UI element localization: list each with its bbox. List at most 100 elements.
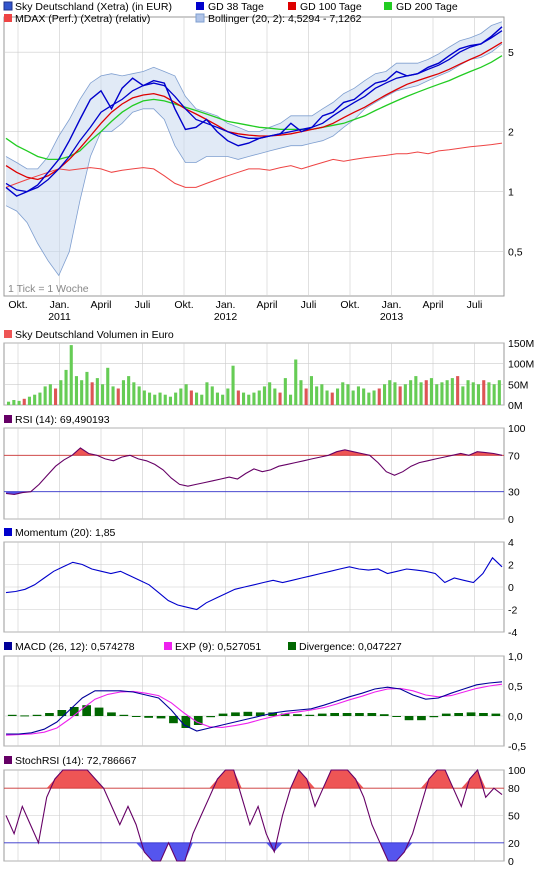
legend-swatch-gd100 [288, 2, 296, 10]
macd-plot [5, 681, 503, 736]
volume-bar [414, 376, 418, 405]
divergence-bar [20, 715, 29, 717]
volume-bar [90, 382, 94, 405]
volume-bar [132, 382, 136, 405]
volume-bar [12, 400, 16, 405]
rsi-plot [4, 447, 504, 495]
volume-y-axis: 150M 100M 50M 0M [508, 338, 534, 412]
volume-bar [184, 384, 188, 405]
volume-bar [440, 382, 444, 405]
volume-bar [497, 380, 501, 405]
divergence-bar [231, 712, 240, 716]
volume-bar [22, 398, 26, 405]
volume-bar [43, 386, 47, 405]
mdax-line [5, 142, 503, 188]
volume-y-tick-label: 50M [508, 379, 528, 391]
divergence-bar [107, 712, 116, 716]
divergence-bar [342, 713, 352, 716]
volume-bar [388, 380, 392, 405]
volume-bar [205, 382, 209, 405]
volume-bar [268, 382, 272, 405]
volume-bar [74, 376, 78, 405]
divergence-bar [57, 710, 67, 716]
volume-bar [236, 390, 240, 405]
volume-bar [294, 359, 298, 405]
legend-swatch-gd38 [196, 2, 204, 10]
divergence-title: Divergence: 0,047227 [299, 641, 402, 653]
volume-bar [456, 376, 460, 405]
volume-bar [242, 392, 246, 405]
legend-gd100: GD 100 Tage [300, 1, 362, 13]
legend-swatch-gd200 [384, 2, 392, 10]
volume-bar [137, 386, 141, 405]
macd-grid [4, 655, 504, 747]
momentum-title: Momentum (20): 1,85 [15, 527, 116, 539]
tick-note: 1 Tick = 1 Woche [8, 283, 89, 295]
momentum-line [5, 556, 503, 611]
price-y-tick-label: 2 [508, 127, 514, 139]
volume-bar [17, 400, 21, 405]
x-tick-label: April [422, 299, 443, 311]
momentum-y-tick-label: -2 [508, 605, 517, 617]
volume-bar [231, 365, 235, 405]
macd-frame [3, 655, 505, 747]
volume-title: Sky Deutschland Volumen in Euro [15, 329, 174, 341]
divergence-bar [466, 712, 476, 716]
legend-swatch-price [3, 1, 13, 11]
x-tick-label: Okt. [340, 299, 359, 311]
divergence-bar [131, 716, 141, 717]
macd-panel: MACD (26, 12): 0,574278 EXP (9): 0,52705… [3, 641, 526, 753]
momentum-grid [4, 541, 504, 633]
volume-bar [106, 367, 110, 405]
price-legend: Sky Deutschland (Xetra) (in EUR) GD 38 T… [3, 1, 458, 25]
volume-bar [189, 390, 193, 405]
volume-bar [101, 384, 105, 405]
volume-bar [362, 388, 366, 405]
stochrsi-oversold-fill [6, 842, 502, 861]
rsi-frame [3, 427, 505, 520]
divergence-bar [280, 713, 290, 716]
stochrsi-panel: StochRSI (14): 72,786667 100 80 50 20 0 [3, 755, 526, 868]
rsi-swatch [4, 415, 12, 423]
stochrsi-y-axis: 100 80 50 20 0 [508, 765, 526, 868]
volume-bar [278, 392, 282, 405]
volume-bar [121, 380, 125, 405]
exp-swatch [164, 642, 172, 650]
volume-bar [372, 390, 376, 405]
bollinger-band [6, 21, 502, 276]
divergence-bar [330, 713, 339, 716]
momentum-y-tick-label: -4 [508, 627, 517, 639]
volume-bar [299, 380, 303, 405]
bollinger-lower [5, 43, 503, 277]
x-tick-label: April [90, 299, 111, 311]
stochrsi-y-tick-label: 0 [508, 856, 514, 868]
volume-swatch [4, 330, 12, 338]
volume-bar [492, 384, 496, 405]
divergence-bar [417, 716, 426, 721]
macd-y-tick-label: 0,0 [508, 711, 523, 723]
divergence-bar [206, 716, 215, 718]
volume-bar [325, 390, 329, 405]
divergence-bar [429, 716, 439, 718]
volume-bar [351, 390, 355, 405]
volume-bar [116, 388, 120, 405]
volume-bar [398, 386, 402, 405]
volume-bar [383, 384, 387, 405]
legend-gd200: GD 200 Tage [396, 1, 458, 13]
divergence-bar [392, 716, 401, 717]
volume-bar [346, 384, 350, 405]
volume-bar [466, 380, 470, 405]
price-y-tick-label: 0,5 [508, 247, 523, 259]
divergence-bar [32, 714, 42, 716]
divergence-bar [379, 714, 389, 716]
macd-line [6, 681, 503, 735]
legend-swatch-mdax [4, 14, 12, 22]
x-tick-label: April [256, 299, 277, 311]
volume-bar [487, 382, 491, 405]
volume-bar [476, 384, 480, 405]
volume-bar [200, 394, 204, 405]
volume-bar [142, 390, 146, 405]
divergence-bar [82, 705, 91, 716]
